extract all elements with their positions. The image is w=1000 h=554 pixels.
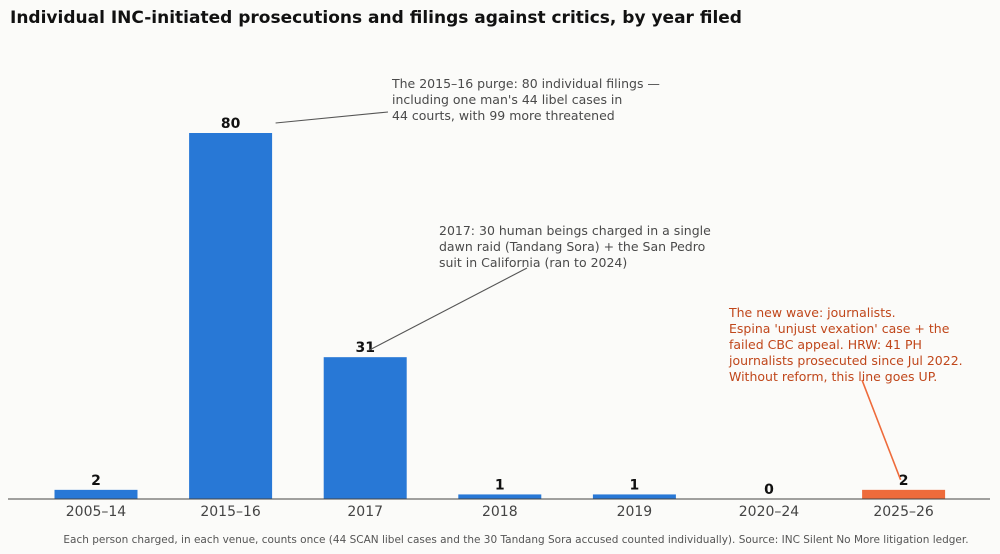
category-label-cat-4: 2019 xyxy=(617,504,653,520)
category-label-cat-3: 2018 xyxy=(482,504,518,520)
annotation-1-line-0: 2017: 30 human beings charged in a singl… xyxy=(439,223,711,238)
bar-cat-1 xyxy=(189,133,273,499)
category-labels-group: 2005–14 2015–16 2017 2018 2019 2020–24 2025–26 xyxy=(66,504,934,520)
annotation-leader-0 xyxy=(275,111,389,124)
category-label-cat-2: 2017 xyxy=(347,504,383,520)
annotation-0-line-0: The 2015–16 purge: 80 individual filings… xyxy=(391,76,660,91)
annotation-2-line-4: Without reform, this line goes UP. xyxy=(729,369,937,384)
footnote: Each person charged, in each venue, coun… xyxy=(63,534,968,546)
bar-cat-6 xyxy=(862,489,946,499)
value-label-cat-1: 80 xyxy=(221,116,241,132)
bars-group xyxy=(54,133,946,499)
annotation-2-line-0: The new wave: journalists. xyxy=(728,305,896,320)
category-label-cat-6: 2025–26 xyxy=(873,504,934,520)
annotation-0-line-1: including one man's 44 libel cases in xyxy=(392,92,622,107)
category-label-cat-0: 2005–14 xyxy=(66,504,127,520)
category-label-cat-1: 2015–16 xyxy=(200,504,261,520)
annotation-leader-2 xyxy=(861,379,902,481)
value-label-cat-0: 2 xyxy=(91,473,101,489)
value-label-cat-3: 1 xyxy=(495,477,505,493)
category-label-cat-5: 2020–24 xyxy=(739,504,800,520)
annotation-2-line-1: Espina 'unjust vexation' case + the xyxy=(729,321,950,336)
annotation-1-line-1: dawn raid (Tandang Sora) + the San Pedro xyxy=(439,239,705,254)
annotations-group: The 2015–16 purge: 80 individual filings… xyxy=(275,76,963,481)
bar-cat-4 xyxy=(592,494,676,499)
value-labels-group: 2 80 31 1 1 0 2 xyxy=(91,116,908,498)
bar-cat-2 xyxy=(323,357,407,499)
annotation-2-line-3: journalists prosecuted since Jul 2022. xyxy=(728,353,963,368)
chart-title: Individual INC-initiated prosecutions an… xyxy=(10,8,742,28)
value-label-cat-4: 1 xyxy=(630,477,640,493)
value-label-cat-6: 2 xyxy=(899,473,909,489)
annotation-2-line-2: failed CBC appeal. HRW: 41 PH xyxy=(729,337,922,352)
bar-cat-0 xyxy=(54,489,138,499)
annotation-leader-1 xyxy=(366,267,528,352)
annotation-1-line-2: suit in California (ran to 2024) xyxy=(439,255,627,270)
bar-cat-3 xyxy=(458,494,542,499)
annotation-0-line-2: 44 courts, with 99 more threatened xyxy=(392,108,615,123)
value-label-cat-2: 31 xyxy=(355,340,374,356)
value-label-cat-5: 0 xyxy=(764,482,774,498)
